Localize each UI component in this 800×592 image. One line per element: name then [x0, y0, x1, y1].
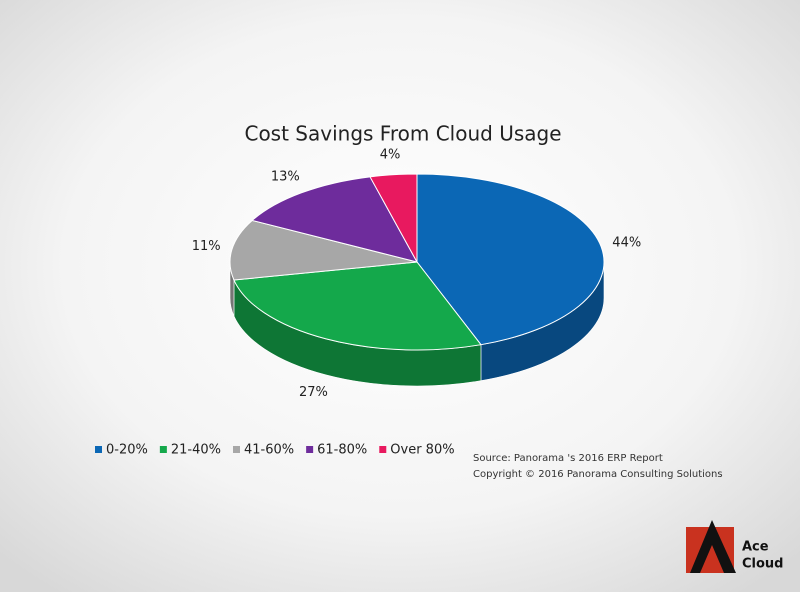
data-label: 11% [192, 239, 221, 254]
legend-label: 61-80% [317, 443, 367, 458]
logo-mark [690, 520, 736, 573]
legend-swatch [379, 446, 387, 453]
copyright: Copyright © 2016 Panorama Consulting Sol… [473, 469, 723, 480]
legend-swatch [233, 446, 240, 453]
source: Source: Panorama 's 2016 ERP Report [473, 453, 663, 464]
legend-swatch [95, 446, 102, 453]
legend-label: 21-40% [171, 443, 221, 458]
data-label: 27% [299, 385, 328, 400]
slice [416, 173, 605, 346]
legend-swatch [159, 446, 167, 453]
data-label: 13% [271, 170, 300, 185]
legend-swatch [306, 446, 314, 453]
legend-label: 41-60% [244, 443, 294, 458]
data-label: 4% [380, 147, 401, 162]
slice [233, 261, 482, 351]
chart-title: Cost Savings From Cloud Usage [244, 122, 561, 146]
logo: Ace Cloud [686, 520, 784, 573]
slice [251, 176, 418, 263]
legend-label: Over 80% [390, 443, 454, 458]
slice [369, 173, 418, 263]
logo-text: Cloud [742, 557, 784, 572]
slice [229, 219, 418, 281]
logo-text: Ace [742, 540, 769, 555]
legend-label: 0-20% [106, 443, 148, 458]
data-label: 44% [612, 236, 641, 251]
pie-tops [229, 173, 605, 351]
